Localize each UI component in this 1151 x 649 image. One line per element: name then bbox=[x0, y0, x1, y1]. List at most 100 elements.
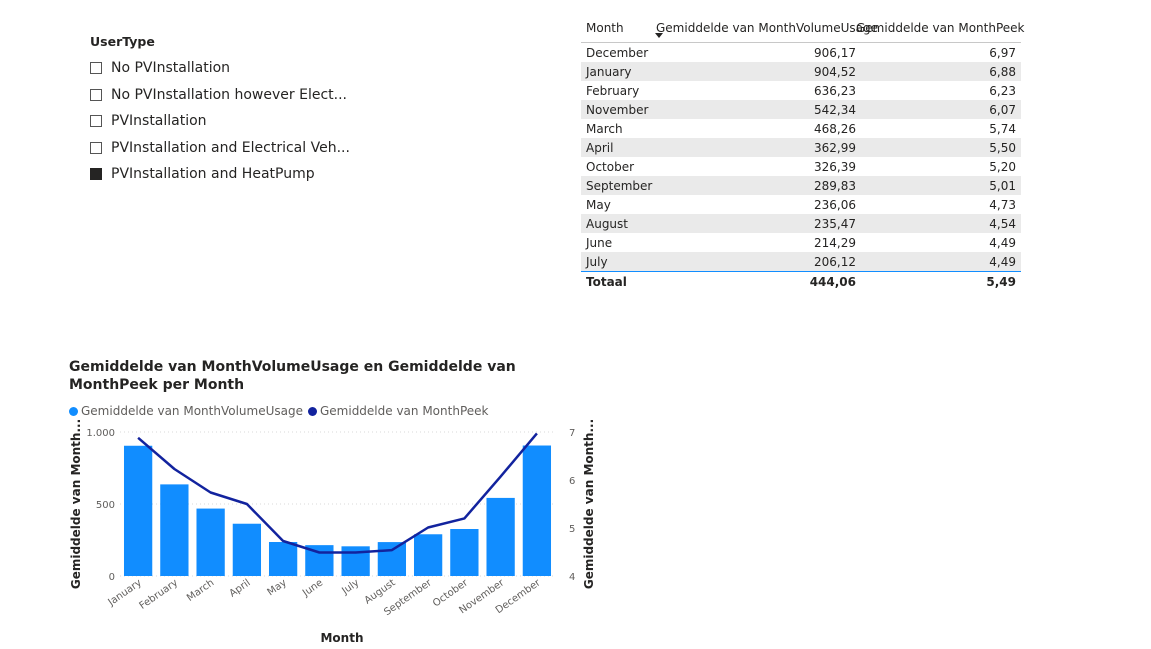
cell-month: February bbox=[586, 83, 640, 98]
legend-dot-peek bbox=[307, 406, 317, 416]
cell-month-peek: 4,73 bbox=[989, 197, 1016, 212]
cell-month-peek: 5,20 bbox=[989, 159, 1016, 174]
slicer-item[interactable]: PVInstallation bbox=[90, 108, 390, 135]
cell-volume-usage: 289,83 bbox=[814, 178, 856, 193]
legend-label-peek: Gemiddelde van MonthPeek bbox=[319, 404, 489, 418]
bar bbox=[123, 445, 153, 576]
x-tick-label: April bbox=[228, 577, 253, 599]
y2-axis-title: Gemiddelde van Month... bbox=[582, 419, 596, 589]
y2-tick-label: 5 bbox=[569, 524, 575, 535]
cell-month: October bbox=[586, 159, 635, 174]
table-row: December 906,17 6,97 bbox=[581, 43, 1021, 62]
slicer-item[interactable]: No PVInstallation however Elect... bbox=[90, 82, 390, 109]
y2-tick-label: 4 bbox=[569, 572, 575, 583]
y-axis-title: Gemiddelde van Month... bbox=[69, 419, 83, 589]
x-tick-label: February bbox=[137, 577, 180, 611]
cell-month: August bbox=[586, 216, 628, 231]
slicer-item-label: No PVInstallation however Elect... bbox=[111, 86, 347, 103]
y2-tick-label: 7 bbox=[569, 428, 575, 439]
bar bbox=[377, 542, 407, 576]
table-row: November 542,34 6,07 bbox=[581, 100, 1021, 119]
slicer-checkbox[interactable] bbox=[90, 141, 102, 154]
total-label: Totaal bbox=[586, 275, 627, 289]
slicer-checkbox[interactable] bbox=[90, 88, 102, 101]
cell-month: June bbox=[586, 235, 613, 250]
bar bbox=[450, 528, 479, 576]
table-row: January 904,52 6,88 bbox=[581, 62, 1021, 81]
legend-label-volume: Gemiddelde van MonthVolumeUsage bbox=[81, 404, 303, 418]
header-volume-usage[interactable]: Gemiddelde van MonthVolumeUsage bbox=[656, 21, 878, 35]
cell-month-peek: 5,01 bbox=[989, 178, 1016, 193]
table-row: October 326,39 5,20 bbox=[581, 157, 1021, 176]
slicer-title: UserType bbox=[90, 34, 155, 49]
slicer-item[interactable]: No PVInstallation bbox=[90, 55, 390, 82]
combo-chart: Gemiddelde van MonthVolumeUsage en Gemid… bbox=[0, 355, 600, 649]
total-peek: 5,49 bbox=[986, 275, 1016, 289]
table-row: July 206,12 4,49 bbox=[581, 252, 1021, 271]
usertype-slicer: UserType No PVInstallation No PVInstallat… bbox=[90, 34, 390, 188]
cell-month-peek: 5,50 bbox=[989, 140, 1016, 155]
cell-month: January bbox=[586, 64, 632, 79]
cell-month: November bbox=[586, 102, 649, 117]
cell-month: May bbox=[586, 197, 611, 212]
cell-month-peek: 4,49 bbox=[989, 235, 1016, 250]
cell-volume-usage: 235,47 bbox=[814, 216, 856, 231]
cell-volume-usage: 906,17 bbox=[814, 45, 856, 60]
x-tick-label: June bbox=[300, 577, 325, 599]
cell-volume-usage: 362,99 bbox=[814, 140, 856, 155]
cell-volume-usage: 206,12 bbox=[814, 254, 856, 269]
slicer-item-label: PVInstallation and Electrical Veh... bbox=[111, 139, 350, 156]
bar bbox=[232, 523, 262, 576]
table-header: Month Gemiddelde van MonthVolumeUsage Ge… bbox=[581, 14, 1025, 43]
chart-title: Gemiddelde van MonthVolumeUsage en Gemid… bbox=[69, 359, 516, 393]
bar bbox=[268, 542, 298, 576]
slicer-item[interactable]: PVInstallation and HeatPump bbox=[90, 161, 390, 188]
cell-volume-usage: 542,34 bbox=[814, 102, 856, 117]
header-month[interactable]: Month bbox=[586, 21, 624, 35]
slicer-item-label: PVInstallation bbox=[111, 113, 207, 130]
cell-volume-usage: 468,26 bbox=[814, 121, 856, 136]
cell-month: September bbox=[586, 178, 653, 193]
x-tick-label: July bbox=[339, 577, 361, 597]
legend-item-volume[interactable]: Gemiddelde van MonthVolumeUsage bbox=[69, 404, 303, 418]
table-row: September 289,83 5,01 bbox=[581, 176, 1021, 195]
x-axis-title: Month bbox=[320, 631, 363, 645]
cell-volume-usage: 214,29 bbox=[814, 235, 856, 250]
cell-month-peek: 6,88 bbox=[989, 64, 1016, 79]
slicer-items: No PVInstallation No PVInstallation howev… bbox=[90, 55, 390, 188]
bar bbox=[196, 508, 225, 576]
cell-volume-usage: 236,06 bbox=[814, 197, 856, 212]
slicer-item[interactable]: PVInstallation and Electrical Veh... bbox=[90, 135, 390, 162]
cell-month: July bbox=[586, 254, 608, 269]
bar bbox=[522, 445, 552, 576]
x-tick-label: May bbox=[266, 577, 289, 598]
table-body: December 906,17 6,97 January 904,52 6,88 Febru… bbox=[581, 43, 1021, 271]
table-row: August 235,47 4,54 bbox=[581, 214, 1021, 233]
bar bbox=[160, 484, 189, 576]
cell-volume-usage: 636,23 bbox=[814, 83, 856, 98]
legend-item-peek[interactable]: Gemiddelde van MonthPeek bbox=[307, 404, 489, 418]
cell-month: March bbox=[586, 121, 623, 136]
table-row: May 236,06 4,73 bbox=[581, 195, 1021, 214]
y-tick-label: 500 bbox=[96, 500, 115, 511]
month-table: Month Gemiddelde van MonthVolumeUsage Ge… bbox=[581, 14, 1025, 292]
chart-legend: Gemiddelde van MonthVolumeUsage Gemiddel… bbox=[69, 404, 493, 418]
slicer-checkbox[interactable] bbox=[90, 115, 102, 128]
table-row: March 468,26 5,74 bbox=[581, 119, 1021, 138]
cell-month-peek: 6,23 bbox=[989, 83, 1016, 98]
slicer-checkbox[interactable] bbox=[90, 168, 102, 181]
bar bbox=[413, 534, 443, 576]
peek-line bbox=[137, 432, 538, 554]
header-month-peek[interactable]: Gemiddelde van MonthPeek bbox=[856, 21, 1025, 35]
x-tick-label: March bbox=[185, 577, 216, 603]
table-total-row: Totaal 444,06 5,49 bbox=[581, 271, 1021, 292]
slicer-checkbox[interactable] bbox=[90, 62, 102, 75]
y-tick-label: 1.000 bbox=[86, 428, 115, 439]
cell-volume-usage: 904,52 bbox=[814, 64, 856, 79]
y-tick-label: 0 bbox=[109, 572, 115, 583]
table-row: June 214,29 4,49 bbox=[581, 233, 1021, 252]
total-volume: 444,06 bbox=[809, 275, 856, 289]
legend-dot-volume bbox=[69, 406, 78, 416]
sort-desc-icon bbox=[655, 33, 663, 38]
